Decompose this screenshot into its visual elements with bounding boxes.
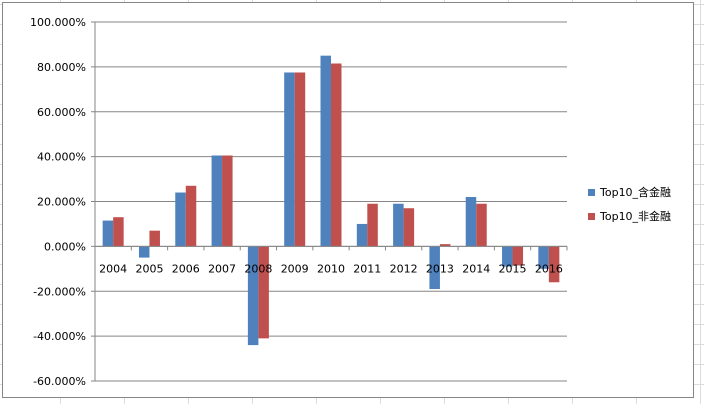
bar-series1-2013: [429, 246, 440, 290]
y-tick-label: 40.000%: [37, 151, 86, 164]
bar-series1-2008: [247, 246, 259, 346]
x-tick-label: 2013: [426, 262, 454, 275]
bar-series2-2006: [185, 185, 197, 247]
bar-series2-2010: [331, 63, 342, 247]
legend-label: Top10_非金融: [599, 209, 671, 223]
x-tick-label: 2012: [390, 262, 418, 275]
x-tick-label: 2011: [353, 262, 381, 275]
bar-series2-2004: [113, 217, 124, 247]
bar-series2-2014: [476, 203, 487, 247]
bar-series1-2005: [138, 246, 150, 258]
bar-chart: 100.000% 80.000% 60.000% 40.000% 20.000% 0.00…: [30, 16, 671, 388]
bar-series2-2016: [548, 246, 560, 283]
x-tick-label: 2005: [135, 262, 163, 275]
x-tick-label: 2009: [281, 262, 309, 275]
y-tick-label: -40.000%: [33, 330, 86, 343]
x-tick-label: 2014: [462, 262, 490, 275]
y-tick-label: 100.000%: [30, 16, 86, 29]
legend[interactable]: Top10_含金融 Top10_非金融: [588, 185, 671, 223]
legend-swatch: [588, 189, 595, 196]
bar-series1-2012: [393, 203, 404, 247]
bar-series1-2015: [502, 246, 513, 267]
x-tick-label: 2015: [499, 262, 527, 275]
y-tick-label: -60.000%: [33, 375, 86, 388]
bar-series2-2013: [439, 244, 451, 247]
axes: [91, 21, 568, 382]
bar-series2-2009: [294, 72, 306, 247]
legend-label: Top10_含金融: [599, 185, 671, 199]
bars: [102, 55, 560, 346]
bar-series1-2006: [175, 192, 186, 247]
legend-swatch: [588, 213, 595, 220]
tick-labels: 100.000% 80.000% 60.000% 40.000% 20.000% 0.00…: [30, 16, 563, 388]
x-tick-label: 2008: [244, 262, 272, 275]
y-tick-label: 60.000%: [37, 106, 86, 119]
y-tick-label: 20.000%: [37, 196, 86, 209]
x-tick-label: 2010: [317, 262, 345, 275]
x-tick-label: 2007: [208, 262, 236, 275]
bar-series1-2011: [356, 223, 368, 247]
y-tick-label: -20.000%: [33, 285, 86, 298]
bar-series1-2010: [320, 55, 331, 247]
y-tick-label: 80.000%: [37, 61, 86, 74]
x-tick-label: 2004: [99, 262, 127, 275]
chart-area[interactable]: 100.000% 80.000% 60.000% 40.000% 20.000% 0.00…: [2, 2, 694, 398]
bar-series1-2007: [211, 155, 223, 247]
bar-series2-2012: [403, 208, 415, 247]
bar-series1-2004: [102, 220, 114, 247]
y-tick-label: 0.000%: [44, 240, 86, 253]
bar-series2-2011: [367, 203, 378, 247]
x-tick-label: 2016: [535, 262, 563, 275]
bar-series2-2008: [258, 246, 269, 339]
bar-series2-2015: [512, 246, 524, 266]
bar-series1-2016: [538, 246, 549, 269]
bar-series1-2009: [284, 72, 295, 247]
bar-series2-2005: [149, 230, 160, 247]
bar-series1-2014: [465, 197, 477, 247]
bar-series2-2007: [222, 155, 233, 247]
x-tick-label: 2006: [172, 262, 200, 275]
